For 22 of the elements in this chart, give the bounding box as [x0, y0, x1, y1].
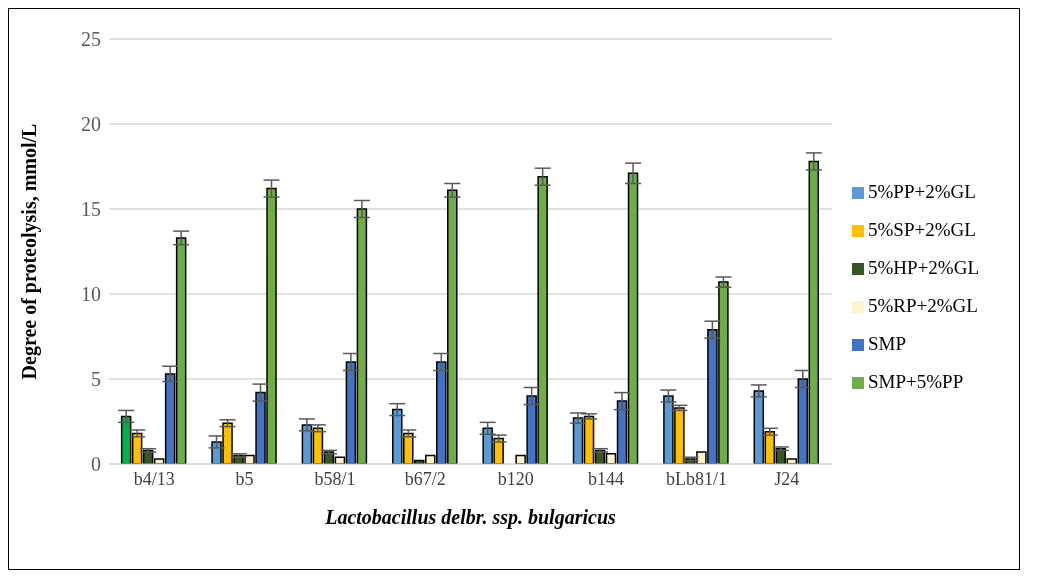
x-tick-label: b144	[588, 468, 625, 489]
x-tick-label: b4/13	[133, 468, 175, 489]
x-tick-label: b67/2	[404, 468, 446, 489]
x-tick-label: b120	[497, 468, 534, 489]
x-tick-label: b5	[235, 468, 254, 489]
legend-label: 5%SP+2%GL	[868, 218, 976, 240]
y-tick-label: 0	[91, 453, 101, 476]
legend-label: 5%PP+2%GL	[868, 180, 976, 202]
y-axis-title: Degree of proteolysis, mmol/L	[18, 123, 42, 380]
y-tick-label: 15	[81, 198, 101, 221]
x-tick-label: J24	[774, 468, 800, 489]
legend-label: 5%RP+2%GL	[868, 294, 978, 316]
x-tick-label: bLb81/1	[665, 468, 727, 489]
y-tick-label: 25	[81, 28, 101, 51]
x-axis-title: Lactobacillus delbr. ssp. bulgaricus	[324, 506, 617, 529]
legend-label: SMP+5%PP	[868, 370, 964, 392]
y-tick-label: 20	[81, 113, 101, 136]
legend-label: 5%HP+2%GL	[868, 256, 979, 278]
y-tick-label: 5	[91, 368, 101, 391]
y-tick-label: 10	[81, 283, 101, 306]
x-tick-label: b58/1	[314, 468, 356, 489]
legend-label: SMP	[868, 332, 907, 354]
